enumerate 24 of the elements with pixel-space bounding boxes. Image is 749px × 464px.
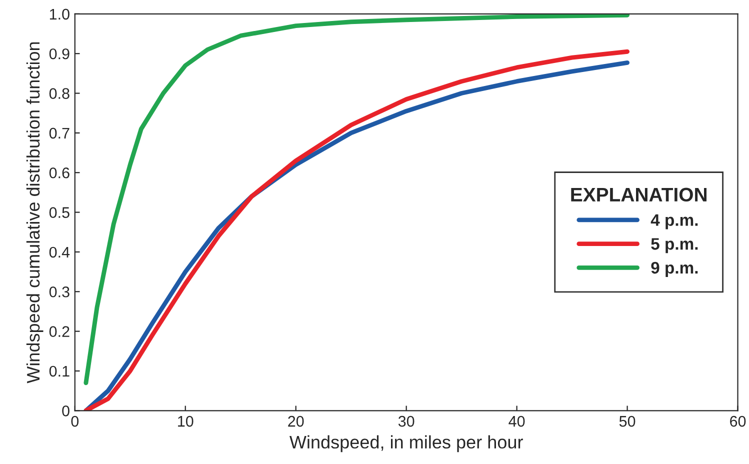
legend-label: 4 p.m. — [650, 214, 698, 230]
y-tick-label: 0.8 — [49, 88, 70, 99]
x-tick-label: 60 — [730, 416, 746, 427]
x-tick-label: 10 — [178, 416, 194, 427]
y-tick-label: 0.5 — [49, 207, 70, 218]
legend-label: 5 p.m. — [651, 238, 698, 254]
y-tick-label: 0.7 — [49, 128, 70, 139]
y-tick-label: 0.9 — [49, 48, 70, 60]
x-tick-label: 0 — [71, 416, 79, 427]
y-tick-label: 0 — [62, 406, 70, 416]
x-tick-label: 20 — [288, 416, 304, 427]
legend-label: 9 p.m. — [651, 262, 698, 277]
y-tick-label: 0.6 — [49, 167, 70, 178]
x-tick-label: 40 — [508, 416, 525, 427]
x-tick-label: 30 — [398, 416, 414, 427]
x-axis-title: Windspeed, in miles per hour — [290, 435, 523, 452]
y-tick-label: 0.1 — [49, 366, 70, 377]
y-tick-label: 1.0 — [50, 8, 70, 20]
x-tick-label: 50 — [619, 416, 636, 427]
y-tick-label: 0.3 — [49, 286, 70, 298]
y-tick-label: 0.2 — [49, 326, 70, 337]
y-axis-title: Windspeed cumulative distribution function — [26, 42, 44, 384]
y-tick-label: 0.4 — [49, 246, 70, 258]
legend-title: EXPLANATION — [571, 188, 706, 202]
